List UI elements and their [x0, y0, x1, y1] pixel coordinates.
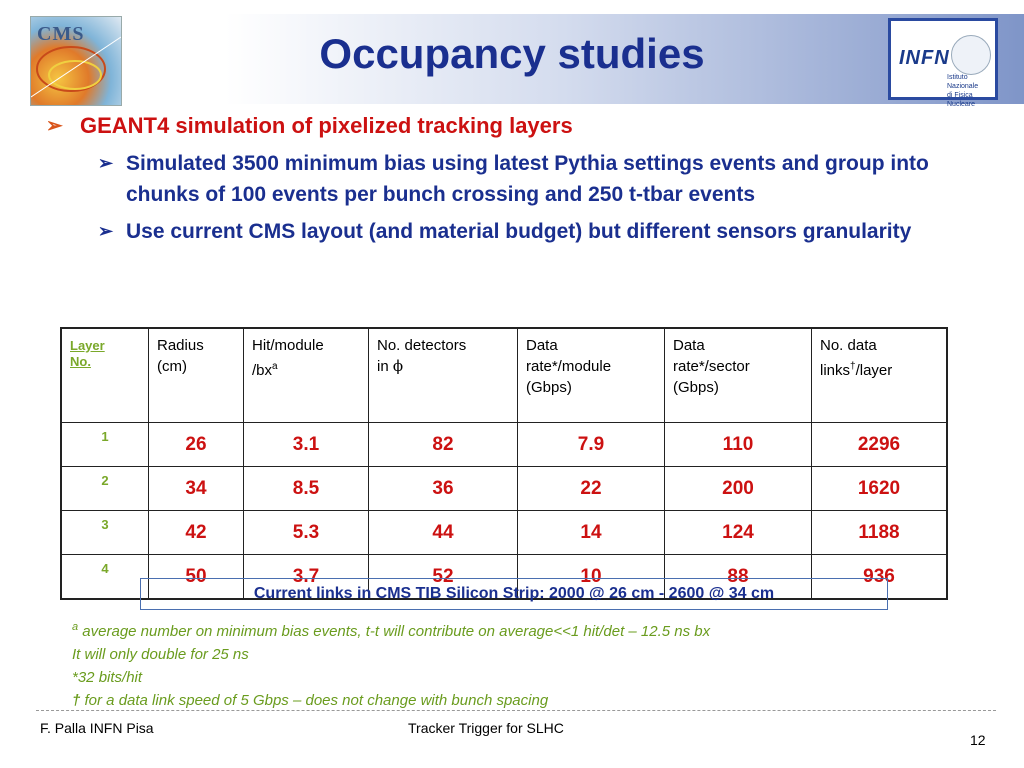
header-rate-module-line: Data	[526, 337, 558, 354]
header-links-line: /layer	[855, 362, 893, 379]
footnotes: a average number on minimum bias events,…	[72, 620, 952, 712]
footnote-line: *32 bits/hit	[72, 669, 143, 686]
current-links-note: Current links in CMS TIB Silicon Strip: …	[140, 578, 888, 610]
header-detectors-line: No. detectors	[377, 337, 467, 354]
table-row: 4 50 3.7 52 10 88 936	[60, 554, 948, 600]
table-row: 1 26 3.1 82 7.9 110 2296	[60, 422, 948, 467]
sub-bullet: ➢ Use current CMS layout (and material b…	[98, 216, 986, 247]
header-layer-line: Layer	[70, 338, 105, 353]
header-links: No. data links†/layer	[811, 327, 948, 423]
cell-links: 2296	[811, 422, 948, 467]
cell-rate-module: 7.9	[517, 422, 665, 467]
header-rate-sector-line: rate*/sector	[673, 358, 750, 375]
cell-rate-module: 14	[517, 510, 665, 555]
cell-hit-module: 8.5	[243, 466, 369, 511]
header-hit-module-line: Hit/module	[252, 337, 324, 354]
bullet-list: ➢ GEANT4 simulation of pixelized trackin…	[46, 112, 986, 247]
infn-logo-sub-line: di Fisica Nucleare	[947, 92, 976, 108]
cell-links: 1188	[811, 510, 948, 555]
cell-links: 1620	[811, 466, 948, 511]
infn-logo-subtitle: Istituto Nazionale di Fisica Nucleare	[947, 73, 995, 109]
occupancy-table: Layer No. Radius (cm) Hit/module /bxa No…	[60, 327, 948, 600]
header-layer-line: No.	[70, 354, 91, 369]
footnote-dagger-marker: †	[850, 361, 856, 372]
cell-layer: 4	[60, 554, 149, 600]
sub-bullet-text: Use current CMS layout (and material bud…	[126, 220, 912, 243]
cell-rate-sector: 124	[664, 510, 812, 555]
arrow-bullet-icon: ➢	[98, 153, 114, 173]
footnote-dagger-symbol: †	[72, 692, 81, 709]
footnote-a: a average number on minimum bias events,…	[72, 620, 952, 643]
cell-layer: 1	[60, 422, 149, 467]
cms-logo-text: CMS	[37, 23, 85, 45]
cell-hit-module: 3.1	[243, 422, 369, 467]
cell-layer: 2	[60, 466, 149, 511]
footnote-a-symbol: a	[72, 621, 79, 633]
cell-rate-module: 22	[517, 466, 665, 511]
infn-emblem	[951, 35, 991, 75]
header-rate-module-line: rate*/module	[526, 358, 612, 375]
table-row: 2 34 8.5 36 22 200 1620	[60, 466, 948, 511]
header-detectors-line: in	[377, 358, 393, 375]
infn-logo-sub-line: Istituto Nazionale	[947, 74, 979, 90]
cell-hit-module: 5.3	[243, 510, 369, 555]
footnote-a-text: average number on minimum bias events, t…	[78, 623, 711, 640]
header-layer: Layer No.	[60, 327, 149, 423]
cell-detectors: 44	[368, 510, 518, 555]
cms-logo-graphic	[31, 36, 121, 98]
footnote-line: It will only double for 25 ns	[72, 646, 249, 663]
footer-talk-title: Tracker Trigger for SLHC	[408, 720, 564, 736]
cell-rate-module: 10	[517, 554, 665, 600]
header-radius: Radius (cm)	[148, 327, 244, 423]
footnote-dagger: † for a data link speed of 5 Gbps – does…	[72, 689, 952, 712]
footer-divider	[36, 710, 996, 711]
table-row: 3 42 5.3 44 14 124 1188	[60, 510, 948, 555]
footnote-a-marker: a	[272, 361, 278, 372]
cell-rate-sector: 110	[664, 422, 812, 467]
infn-logo-text: INFN	[899, 47, 950, 69]
header-links-line: links	[820, 362, 851, 379]
header-hit-module-line: /bx	[252, 362, 273, 379]
page-title: Occupancy studies	[319, 30, 705, 77]
cell-layer: 3	[60, 510, 149, 555]
sub-bullet: ➢ Simulated 3500 minimum bias using late…	[98, 148, 986, 210]
cell-radius: 50	[148, 554, 244, 600]
header-rate-module: Data rate*/module (Gbps)	[517, 327, 665, 423]
header-band	[0, 14, 1024, 104]
header-rate-sector-line: Data	[673, 337, 705, 354]
arrow-bullet-icon: ➢	[46, 115, 63, 137]
cell-radius: 34	[148, 466, 244, 511]
main-bullet: ➢ GEANT4 simulation of pixelized trackin…	[46, 112, 986, 140]
cell-detectors: 82	[368, 422, 518, 467]
arrow-bullet-icon: ➢	[98, 221, 114, 241]
table-header-row: Layer No. Radius (cm) Hit/module /bxa No…	[60, 327, 948, 423]
infn-logo: INFN Istituto Nazionale di Fisica Nuclea…	[888, 18, 998, 108]
footer-author: F. Palla INFN Pisa	[40, 720, 154, 736]
cell-rate-sector: 200	[664, 466, 812, 511]
main-bullet-text: GEANT4 simulation of pixelized tracking …	[80, 113, 573, 138]
header-rate-sector: Data rate*/sector (Gbps)	[664, 327, 812, 423]
cell-detectors: 52	[368, 554, 518, 600]
footnote-dagger-text: for a data link speed of 5 Gbps – does n…	[80, 692, 549, 709]
cell-hit-module: 3.7	[243, 554, 369, 600]
sub-bullet-text: Simulated 3500 minimum bias using latest…	[126, 152, 929, 206]
header-radius-line: Radius	[157, 337, 204, 354]
cell-radius: 26	[148, 422, 244, 467]
header-detectors: No. detectors in ϕ	[368, 327, 518, 423]
header-hit-module: Hit/module /bxa	[243, 327, 369, 423]
cell-rate-sector: 88	[664, 554, 812, 600]
cell-radius: 42	[148, 510, 244, 555]
cms-logo: CMS	[30, 16, 122, 106]
header-rate-sector-line: (Gbps)	[673, 379, 719, 396]
header-radius-line: (cm)	[157, 358, 187, 375]
header-links-line: No. data	[820, 337, 877, 354]
phi-symbol: ϕ	[392, 357, 404, 375]
cell-detectors: 36	[368, 466, 518, 511]
cell-links: 936	[811, 554, 948, 600]
header-rate-module-line: (Gbps)	[526, 379, 572, 396]
slide-number: 12	[970, 732, 986, 748]
